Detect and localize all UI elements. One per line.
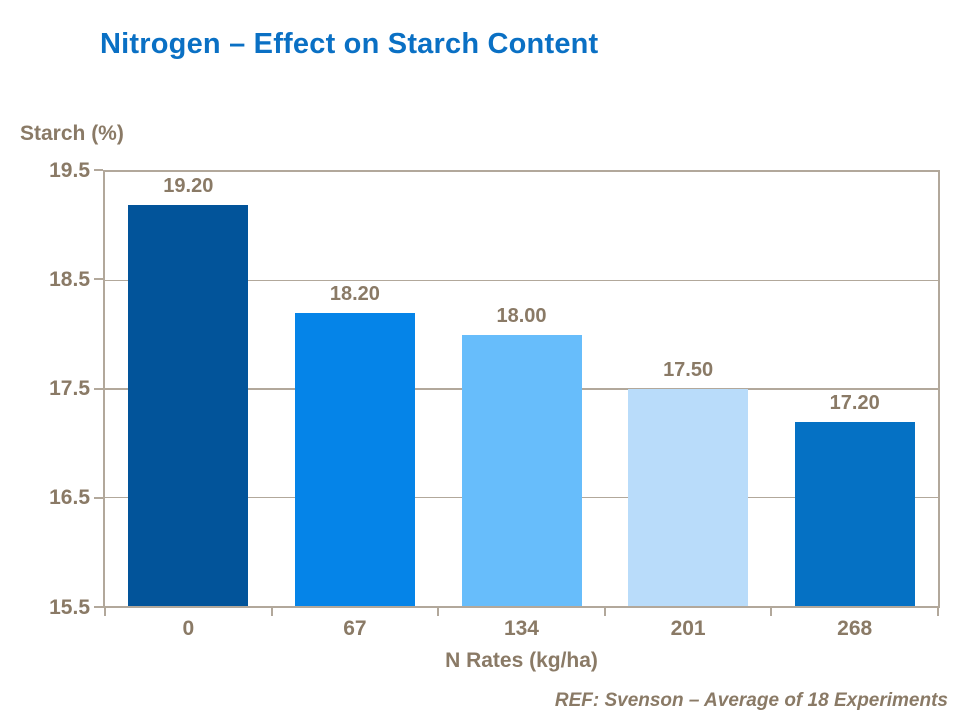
y-tick-label: 18.5 <box>49 267 90 291</box>
bar-201 <box>628 389 749 606</box>
y-axis-title: Starch (%) <box>20 122 124 145</box>
bar-134 <box>461 334 582 606</box>
bar-value-label: 17.50 <box>663 359 714 381</box>
x-tick-label: 67 <box>343 617 367 640</box>
y-tick-label: 16.5 <box>49 486 90 510</box>
bar-value-label: 17.20 <box>829 391 880 414</box>
x-tick-mark <box>270 608 273 616</box>
y-tick-mark <box>94 169 103 171</box>
x-tick-label: 268 <box>837 617 873 640</box>
y-tick-mark <box>94 606 103 608</box>
bar-value-label: 18.00 <box>496 304 547 327</box>
x-tick-label: 201 <box>670 617 706 640</box>
y-tick-mark <box>94 496 103 499</box>
x-tick-mark <box>603 608 606 616</box>
plot-area: 19.20 18.20 18.00 17.50 17.20 <box>103 170 940 608</box>
y-tick-mark <box>94 278 103 281</box>
bar-value-label: 19.20 <box>163 174 214 197</box>
gridline <box>105 279 938 282</box>
x-tick-mark <box>104 608 106 616</box>
y-tick-label: 17.5 <box>49 377 90 400</box>
y-tick-label: 19.5 <box>49 158 90 182</box>
y-tick-mark <box>94 387 103 390</box>
chart-title: Nitrogen – Effect on Starch Content <box>100 28 599 60</box>
footer-reference: REF: Svenson – Average of 18 Experiments <box>554 690 948 711</box>
bar-67 <box>294 313 415 606</box>
x-axis-title: N Rates (kg/ha) <box>445 649 598 672</box>
x-tick-label: 0 <box>182 617 195 640</box>
x-tick-mark <box>770 608 773 616</box>
bar-0 <box>128 204 249 606</box>
y-tick-label: 15.5 <box>49 595 90 619</box>
x-tick-mark <box>937 608 939 616</box>
x-tick-label: 134 <box>503 617 539 640</box>
bar-268 <box>794 421 915 606</box>
x-tick-mark <box>437 608 440 616</box>
bar-value-label: 18.20 <box>329 283 380 306</box>
